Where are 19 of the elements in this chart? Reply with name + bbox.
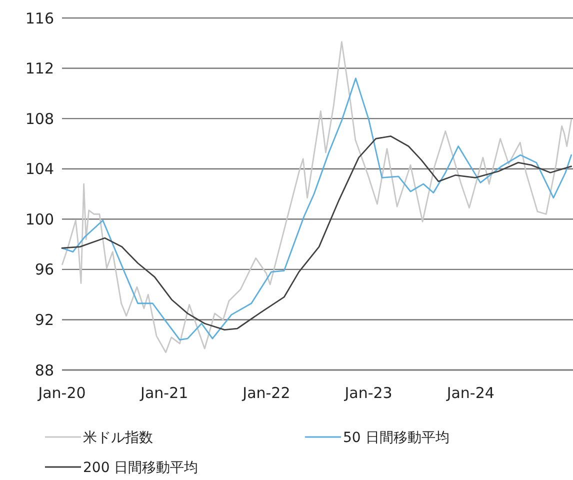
x-tick-label: Jan-23: [344, 384, 392, 402]
x-tick-label: Jan-24: [446, 384, 494, 402]
y-tick-label: 88: [34, 361, 54, 380]
x-tick-label: Jan-20: [37, 384, 86, 402]
y-tick-label: 116: [25, 9, 54, 28]
x-tick-label: Jan-22: [242, 384, 290, 402]
x-tick-label: Jan-21: [140, 384, 188, 402]
y-tick-label: 92: [34, 310, 54, 329]
legend-label: 米ドル指数: [83, 430, 153, 446]
legend-label: 200 日間移動平均: [83, 460, 198, 476]
legend-label: 50 日間移動平均: [343, 430, 450, 446]
line-series: [61, 135, 572, 330]
y-tick-label: 100: [25, 210, 54, 228]
y-tick-label: 96: [34, 260, 54, 279]
y-tick-label: 108: [25, 110, 54, 128]
y-tick-label: 112: [25, 60, 54, 78]
line-series: [61, 78, 572, 341]
y-tick-label: 104: [25, 160, 54, 178]
line-series: [62, 41, 572, 354]
